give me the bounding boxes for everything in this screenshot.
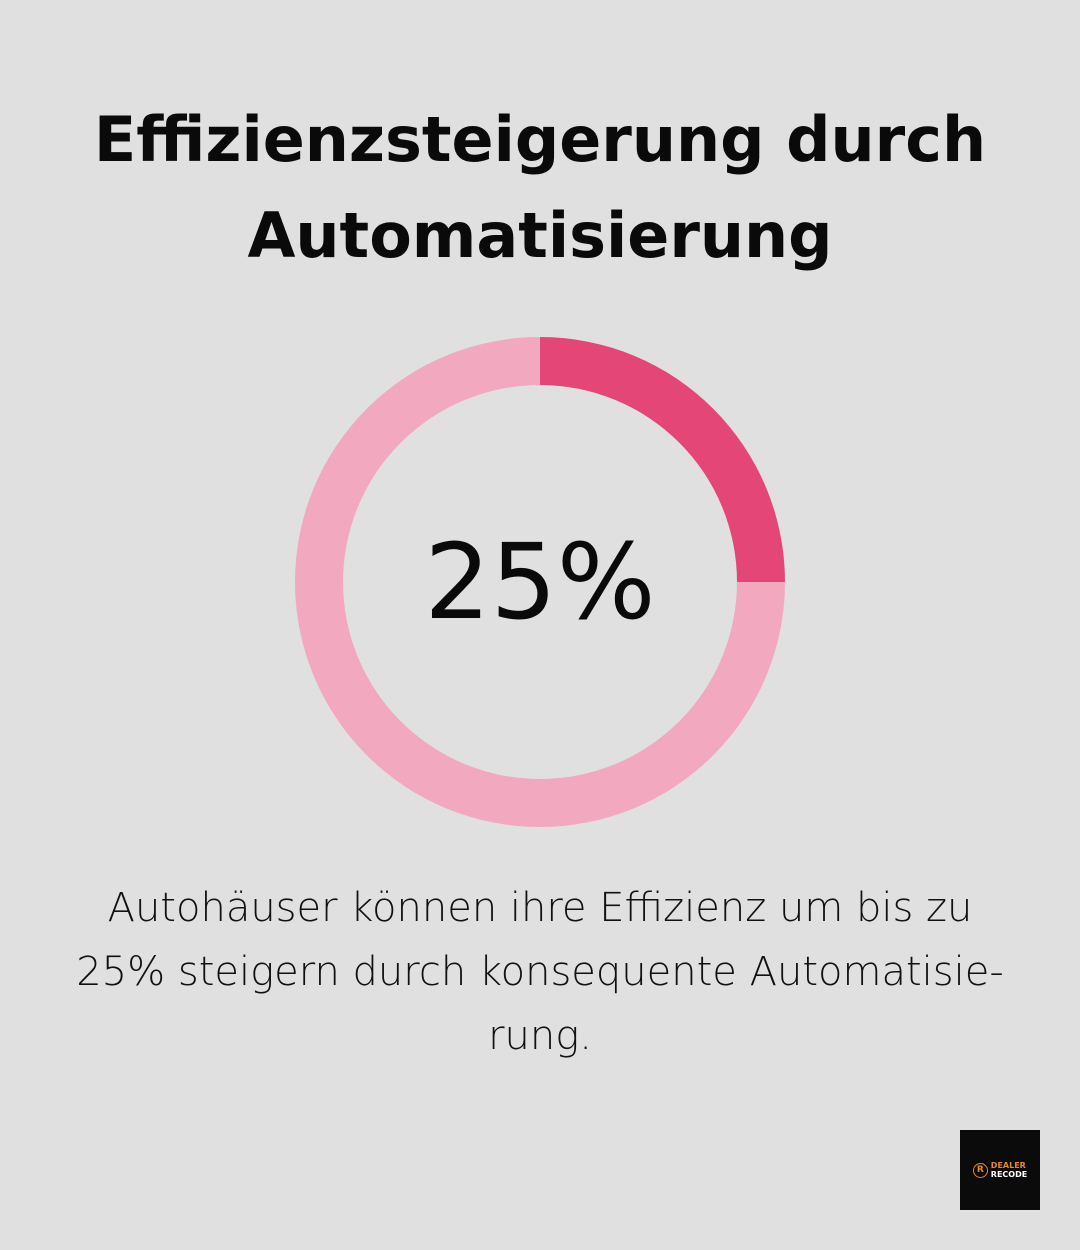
dealer-recode-logo: R DEALER RECODE	[960, 1130, 1040, 1210]
logo-text: DEALER RECODE	[991, 1161, 1027, 1179]
donut-slice-effizienzsteigerung	[540, 337, 785, 582]
description-line-1: Autohäuser können ihre Effizienz um bis …	[107, 885, 973, 931]
title-line-1: Effizienzsteigerung durch	[93, 103, 987, 176]
r-circle-icon: R	[972, 1162, 988, 1178]
logo-line-dealer: DEALER	[990, 1161, 1026, 1170]
description-line-2: 25% steigern durch konsequente Automatis…	[76, 949, 1004, 995]
title-line-2: Automatisierung	[247, 199, 833, 272]
logo-line-recode: RECODE	[990, 1170, 1028, 1179]
description-line-3: rung.	[488, 1013, 592, 1059]
page-title: Effizienzsteigerung durch Automatisierun…	[40, 92, 1040, 284]
center-percentage-label: 25%	[424, 521, 656, 643]
donut-chart-svg	[295, 337, 785, 827]
donut-chart: 25%	[290, 332, 790, 832]
description-text: Autohäuser können ihre Effizienz um bis …	[30, 876, 1050, 1068]
